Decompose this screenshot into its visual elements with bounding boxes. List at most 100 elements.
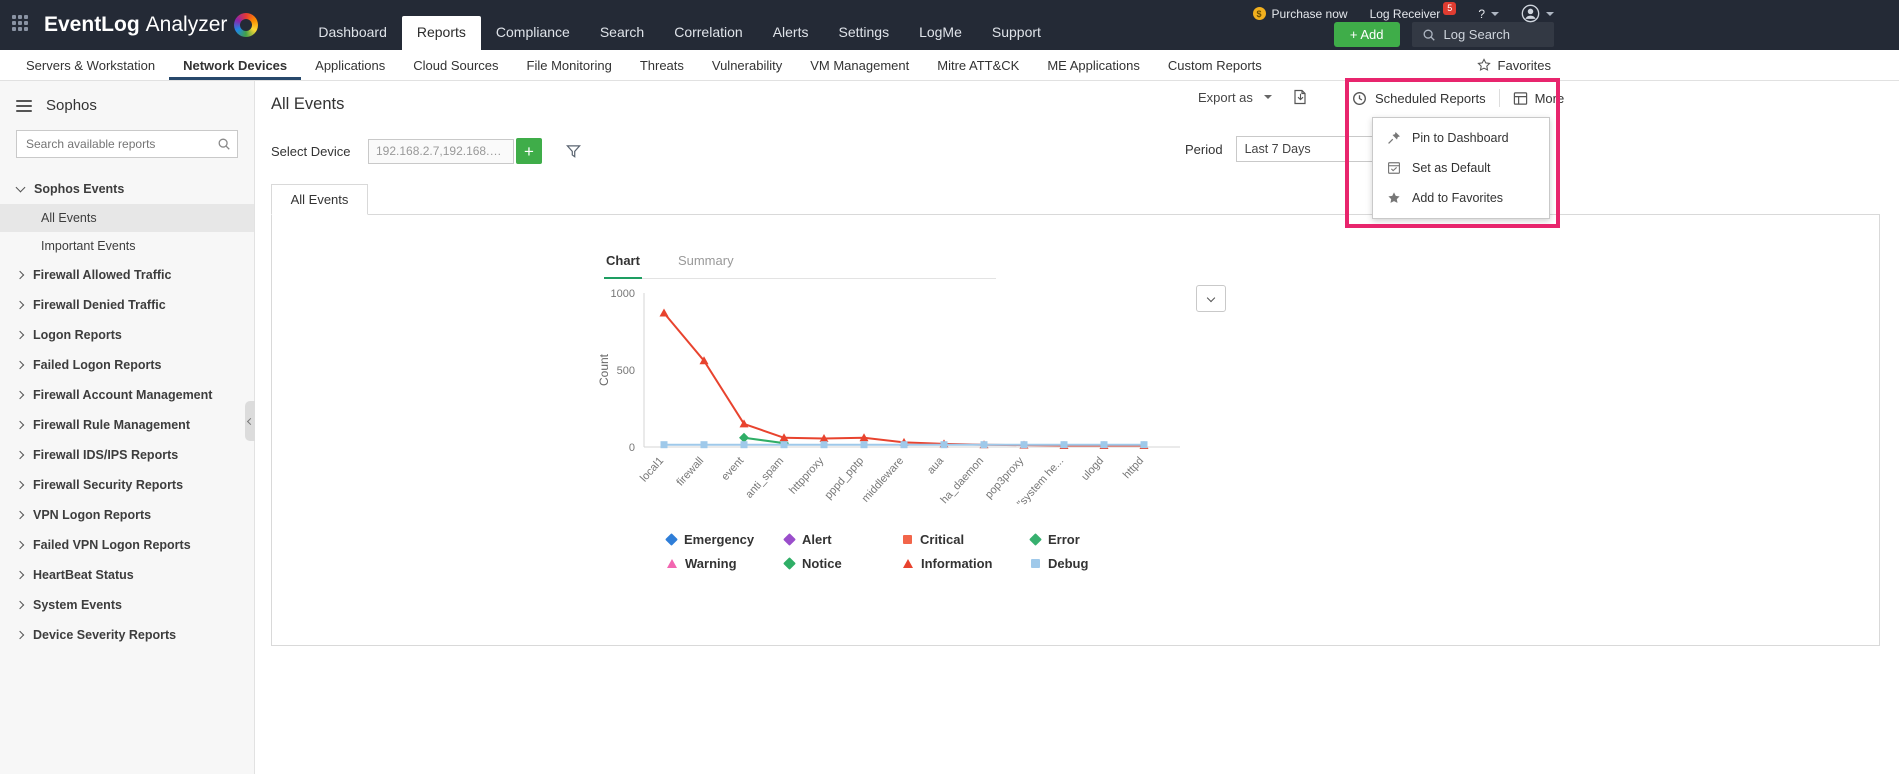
chart-collapse-button[interactable]: [1196, 285, 1226, 312]
subnav-vulnerability[interactable]: Vulnerability: [711, 57, 783, 73]
export-as-label: Export as: [1198, 89, 1253, 105]
nav-compliance[interactable]: Compliance: [495, 24, 570, 40]
nav-dashboard[interactable]: Dashboard: [318, 24, 387, 40]
report-header-actions: Scheduled Reports More: [1352, 89, 1564, 107]
tree-item-important-events[interactable]: Important Events: [41, 239, 136, 253]
clock-icon: [1353, 91, 1366, 105]
purchase-now-label: Purchase now: [1271, 6, 1348, 21]
period-filter: Period Last 7 Days: [1185, 136, 1391, 162]
device-input[interactable]: [368, 138, 514, 164]
tree-item-failed-logon-reports[interactable]: Failed Logon Reports: [0, 350, 254, 380]
subnav-file-monitoring[interactable]: File Monitoring: [526, 57, 612, 73]
star-icon: [1476, 58, 1491, 71]
svg-text:1000: 1000: [611, 288, 635, 300]
subnav-cloud-sources[interactable]: Cloud Sources: [413, 57, 499, 73]
add-device-button[interactable]: +: [516, 138, 542, 164]
star-icon: [1388, 192, 1400, 203]
apps-grid-icon[interactable]: [12, 15, 34, 35]
subnav-vm-management[interactable]: VM Management: [810, 57, 910, 73]
legend-error: Error: [1029, 532, 1149, 547]
tree-item-vpn-logon-reports[interactable]: VPN Logon Reports: [0, 500, 254, 530]
filter-button[interactable]: [566, 144, 581, 159]
log-receiver-link[interactable]: Log Receiver 5: [1370, 2, 1457, 21]
svg-text:pop3proxy: pop3proxy: [983, 455, 1027, 502]
menu-add-to-favorites[interactable]: Add to Favorites: [1373, 183, 1549, 213]
page-title: All Events: [271, 95, 345, 113]
nav-reports[interactable]: Reports: [401, 16, 481, 50]
chevron-down-icon: [1491, 11, 1499, 16]
logo-swirl-icon: [234, 13, 259, 37]
user-menu[interactable]: [1521, 4, 1554, 23]
menu-pin-to-dashboard[interactable]: Pin to Dashboard: [1373, 123, 1549, 153]
add-button[interactable]: + Add: [1333, 22, 1400, 47]
utility-bar: $ Purchase now Log Receiver 5 ?: [1252, 2, 1554, 23]
legend-critical: Critical: [903, 532, 1031, 547]
user-avatar-icon: [1521, 4, 1540, 23]
svg-text:anti_spam: anti_spam: [743, 455, 786, 501]
period-select[interactable]: Last 7 Days: [1235, 136, 1391, 162]
tree-item-logon-reports[interactable]: Logon Reports: [0, 320, 254, 350]
legend-warning: Warning: [667, 556, 785, 571]
tab-all-events[interactable]: All Events: [271, 184, 368, 215]
export-schedule-icon[interactable]: [1292, 89, 1308, 105]
subnav-threats[interactable]: Threats: [639, 57, 684, 73]
pin-icon: [1388, 132, 1400, 144]
set-default-icon: [1388, 162, 1400, 174]
tree-item-heartbeat-status[interactable]: HeartBeat Status: [0, 560, 254, 590]
favorites-button[interactable]: Favorites: [1476, 50, 1551, 80]
subnav-me-applications[interactable]: ME Applications: [1047, 57, 1140, 73]
report-search-input[interactable]: [16, 130, 238, 158]
nav-alerts[interactable]: Alerts: [772, 24, 809, 40]
tree-item-firewall-ids-ips-reports[interactable]: Firewall IDS/IPS Reports: [0, 440, 254, 470]
legend-marker: [1031, 559, 1040, 568]
subnav-applications[interactable]: Applications: [315, 57, 386, 73]
legend-marker: [667, 559, 677, 568]
menu-set-as-default[interactable]: Set as Default: [1373, 153, 1549, 183]
chevron-right-icon: [15, 330, 25, 340]
scheduled-reports-button[interactable]: Scheduled Reports: [1375, 90, 1486, 106]
legend-marker: [783, 557, 796, 570]
nav-settings[interactable]: Settings: [838, 24, 890, 40]
chevron-right-icon: [15, 270, 25, 280]
svg-text:pppd_pptp: pppd_pptp: [823, 455, 867, 502]
log-search-button[interactable]: Log Search: [1411, 22, 1554, 47]
purchase-now-link[interactable]: $ Purchase now: [1252, 6, 1348, 21]
sidebar-collapse-handle[interactable]: [245, 401, 255, 441]
tree-item-all-events[interactable]: All Events: [0, 204, 254, 232]
nav-logme[interactable]: LogMe: [919, 24, 962, 40]
legend-marker: [783, 533, 796, 546]
tree-item-sophos-events[interactable]: Sophos Events: [0, 174, 254, 204]
subnav-servers-workstation[interactable]: Servers & Workstation: [26, 57, 156, 73]
legend-marker: [1029, 533, 1042, 546]
tab-chart[interactable]: Chart: [604, 253, 642, 279]
brand-primary: EventLog: [44, 13, 140, 36]
help-button[interactable]: ?: [1478, 7, 1499, 21]
hamburger-menu-icon[interactable]: [16, 99, 32, 112]
tree-item-firewall-security-reports[interactable]: Firewall Security Reports: [0, 470, 254, 500]
tab-summary[interactable]: Summary: [677, 253, 734, 268]
svg-text:httpd: httpd: [1121, 455, 1146, 481]
tree-item-firewall-allowed-traffic[interactable]: Firewall Allowed Traffic: [0, 260, 254, 290]
svg-text:middleware: middleware: [860, 455, 907, 505]
tree-item-system-events[interactable]: System Events: [0, 590, 254, 620]
subnav-mitre-attck[interactable]: Mitre ATT&CK: [937, 57, 1020, 73]
top-header: EventLog Analyzer Dashboard Reports Comp…: [0, 0, 1899, 50]
more-label: More: [1534, 90, 1565, 106]
tree-item-failed-vpn-logon-reports[interactable]: Failed VPN Logon Reports: [0, 530, 254, 560]
report-tree: Sophos Events All Events Important Event…: [0, 174, 254, 650]
tree-item-firewall-denied-traffic[interactable]: Firewall Denied Traffic: [0, 290, 254, 320]
more-button[interactable]: More: [1513, 90, 1565, 106]
subnav-custom-reports[interactable]: Custom Reports: [1167, 57, 1262, 73]
svg-text:firewall: firewall: [674, 455, 706, 488]
period-value: Last 7 Days: [1244, 142, 1311, 156]
report-content-panel: Chart Summary 0 500 1000 Count local1 firewal…: [271, 214, 1880, 646]
tree-item-device-severity-reports[interactable]: Device Severity Reports: [0, 620, 254, 650]
nav-search[interactable]: Search: [599, 24, 645, 40]
nav-correlation[interactable]: Correlation: [674, 24, 743, 40]
tree-item-firewall-account-management[interactable]: Firewall Account Management: [0, 380, 254, 410]
tree-item-firewall-rule-management[interactable]: Firewall Rule Management: [0, 410, 254, 440]
svg-text:Count: Count: [597, 353, 611, 386]
subnav-network-devices[interactable]: Network Devices: [169, 50, 301, 80]
nav-support[interactable]: Support: [991, 24, 1041, 40]
export-as-button[interactable]: Export as: [1198, 89, 1308, 105]
